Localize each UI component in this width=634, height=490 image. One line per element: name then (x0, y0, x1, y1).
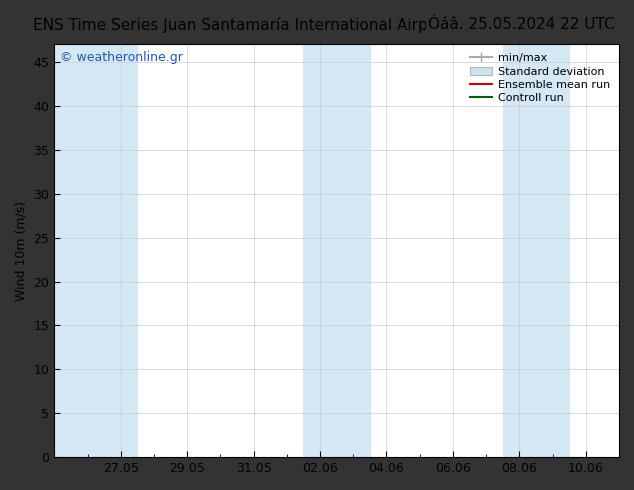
Text: ENS Time Series Juan Santamaría International Airport: ENS Time Series Juan Santamaría Internat… (33, 17, 449, 33)
Text: © weatheronline.gr: © weatheronline.gr (60, 50, 183, 64)
Text: Óáâ. 25.05.2024 22 UTC: Óáâ. 25.05.2024 22 UTC (429, 17, 615, 32)
Legend: min/max, Standard deviation, Ensemble mean run, Controll run: min/max, Standard deviation, Ensemble me… (467, 50, 614, 107)
Bar (304, 45, 370, 457)
Bar (503, 45, 569, 457)
Y-axis label: Wind 10m (m/s): Wind 10m (m/s) (15, 201, 28, 301)
Bar (55, 45, 138, 457)
